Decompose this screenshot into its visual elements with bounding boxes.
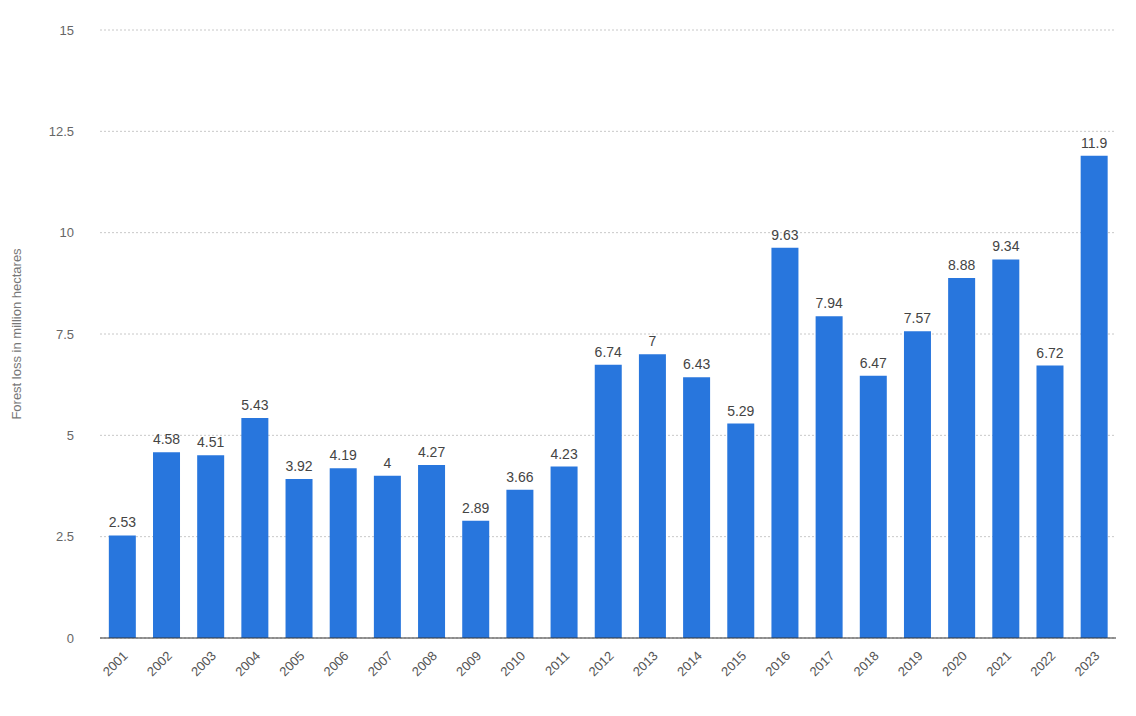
svg-text:2.5: 2.5 (56, 529, 74, 544)
svg-text:2004: 2004 (232, 648, 263, 679)
svg-text:10: 10 (60, 225, 74, 240)
svg-text:2001: 2001 (100, 648, 131, 679)
svg-text:2.89: 2.89 (462, 500, 489, 516)
svg-text:Forest loss in million hectare: Forest loss in million hectares (9, 248, 24, 420)
svg-text:2003: 2003 (188, 648, 219, 679)
svg-text:2010: 2010 (497, 648, 528, 679)
svg-text:7.57: 7.57 (904, 310, 931, 326)
svg-text:2012: 2012 (586, 648, 617, 679)
svg-text:3.92: 3.92 (285, 458, 312, 474)
svg-text:2006: 2006 (321, 648, 352, 679)
svg-text:2022: 2022 (1027, 648, 1058, 679)
svg-text:7: 7 (649, 333, 657, 349)
svg-text:2005: 2005 (276, 648, 307, 679)
svg-text:6.74: 6.74 (595, 344, 622, 360)
svg-text:9.34: 9.34 (992, 238, 1019, 254)
svg-text:5.43: 5.43 (241, 397, 268, 413)
svg-text:9.63: 9.63 (771, 227, 798, 243)
svg-text:0: 0 (67, 631, 74, 646)
svg-text:2011: 2011 (542, 648, 572, 678)
svg-text:4: 4 (383, 455, 391, 471)
svg-text:2014: 2014 (674, 648, 705, 679)
svg-text:2021: 2021 (983, 648, 1014, 679)
svg-text:4.23: 4.23 (550, 446, 577, 462)
svg-text:2017: 2017 (806, 648, 837, 679)
svg-text:15: 15 (60, 23, 74, 38)
svg-text:2020: 2020 (939, 648, 970, 679)
svg-text:4.58: 4.58 (153, 431, 180, 447)
svg-text:2015: 2015 (718, 648, 749, 679)
svg-text:2009: 2009 (453, 648, 484, 679)
svg-text:2016: 2016 (762, 648, 793, 679)
svg-text:4.19: 4.19 (330, 447, 357, 463)
svg-text:2023: 2023 (1072, 648, 1103, 679)
svg-text:6.43: 6.43 (683, 356, 710, 372)
svg-text:3.66: 3.66 (506, 469, 533, 485)
svg-text:2018: 2018 (851, 648, 882, 679)
svg-text:2.53: 2.53 (109, 514, 136, 530)
svg-text:4.27: 4.27 (418, 444, 445, 460)
svg-text:2002: 2002 (144, 648, 175, 679)
svg-text:4.51: 4.51 (197, 434, 224, 450)
svg-text:8.88: 8.88 (948, 257, 975, 273)
svg-text:2013: 2013 (630, 648, 661, 679)
svg-text:5: 5 (67, 428, 74, 443)
svg-text:7.94: 7.94 (815, 295, 842, 311)
svg-text:2008: 2008 (409, 648, 440, 679)
svg-text:2019: 2019 (895, 648, 926, 679)
svg-text:2007: 2007 (365, 648, 396, 679)
svg-text:7.5: 7.5 (56, 327, 74, 342)
svg-text:5.29: 5.29 (727, 403, 754, 419)
svg-text:11.9: 11.9 (1081, 135, 1107, 151)
svg-text:12.5: 12.5 (49, 124, 74, 139)
svg-text:6.72: 6.72 (1036, 345, 1063, 361)
svg-text:6.47: 6.47 (860, 355, 887, 371)
